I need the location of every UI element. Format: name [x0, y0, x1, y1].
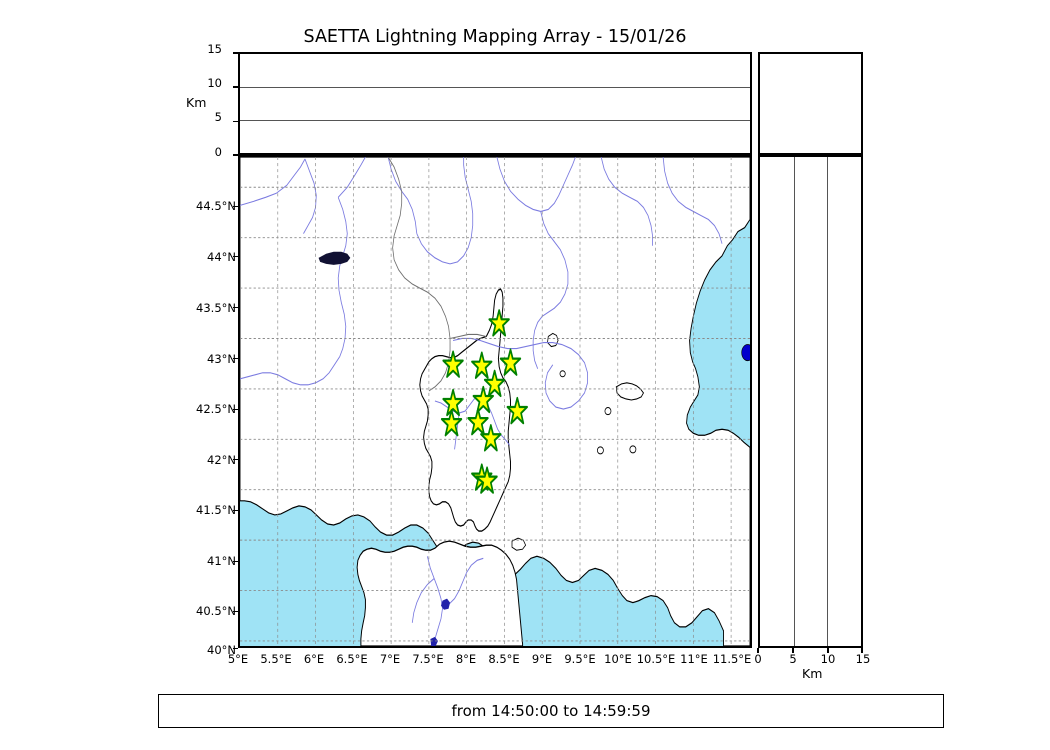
- lat-tickmark-40.5: [233, 611, 238, 613]
- station-marker: [499, 348, 522, 376]
- lat-tickmark-41: [233, 560, 238, 562]
- lat-tick-42.5: 42.5°N: [196, 402, 236, 416]
- station-marker: [471, 351, 493, 379]
- lat-tickmark-44: [233, 256, 238, 258]
- lon-tick-11: 11°E: [680, 652, 708, 666]
- lon-tick-7.5: 7.5°E: [412, 652, 444, 666]
- lon-tick-9.5: 9.5°E: [564, 652, 596, 666]
- station-marker: [442, 350, 464, 378]
- time-range-caption: from 14:50:00 to 14:59:59: [451, 702, 651, 720]
- station-marker: [440, 408, 463, 437]
- lat-tickmark-43: [233, 358, 238, 360]
- station-marker: [480, 424, 502, 452]
- right-tickmark-5: [792, 648, 794, 653]
- lat-tick-40: 40°N: [207, 643, 236, 657]
- station-marker: [474, 466, 498, 494]
- lat-tickmark-41.5: [233, 510, 238, 512]
- corner-panel: [758, 52, 863, 155]
- lat-tick-42: 42°N: [207, 453, 236, 467]
- lma-station-markers: [440, 309, 528, 494]
- page-title: SAETTA Lightning Mapping Array - 15/01/2…: [303, 27, 687, 47]
- right-panel-gridline-10km: [827, 157, 829, 646]
- top-panel-tick-15: 15: [207, 42, 222, 56]
- map-graphics: [240, 157, 750, 646]
- lake-2: [430, 636, 438, 646]
- time-range-caption-box: from 14:50:00 to 14:59:59: [158, 694, 944, 728]
- station-marker: [442, 388, 464, 417]
- lat-tick-43: 43°N: [207, 352, 236, 366]
- lat-tickmark-42.5: [233, 408, 238, 410]
- main-map-panel[interactable]: [238, 155, 752, 648]
- lat-tick-43.5: 43.5°N: [196, 301, 236, 315]
- small-island-2: [597, 446, 604, 455]
- lon-tick-9: 9°E: [531, 652, 553, 666]
- right-panel-axis-label: Km: [802, 666, 823, 681]
- lat-tickmark-40: [233, 648, 238, 650]
- right-panel-tick-0: 0: [754, 652, 762, 666]
- lon-tick-10: 10°E: [604, 652, 632, 666]
- lon-tick-7: 7°E: [379, 652, 401, 666]
- vhf-source-dot: [741, 344, 750, 362]
- coast-accent: [318, 251, 351, 265]
- lat-tick-41.5: 41.5°N: [196, 503, 236, 517]
- lon-tick-5.5: 5.5°E: [260, 652, 292, 666]
- small-island-4: [559, 370, 566, 378]
- small-island-1: [604, 407, 612, 416]
- lon-tick-11.5: 11.5°E: [712, 652, 752, 666]
- station-marker: [467, 407, 489, 436]
- lat-tick-40.5: 40.5°N: [196, 604, 236, 618]
- lon-tick-10.5: 10.5°E: [636, 652, 676, 666]
- top-panel-tick-10: 10: [207, 76, 222, 90]
- lat-tick-44: 44°N: [207, 250, 236, 264]
- right-panel-tick-10: 10: [820, 652, 836, 666]
- station-marker: [472, 385, 494, 414]
- top-panel-axis-label: Km: [186, 95, 207, 110]
- lon-tick-5: 5°E: [227, 652, 249, 666]
- lat-tick-41: 41°N: [207, 554, 236, 568]
- lat-tickmark-42: [233, 459, 238, 461]
- right-tickmark-0: [757, 648, 759, 653]
- top-tickmark-5: [233, 120, 238, 123]
- top-panel-gridline-5km: [240, 119, 750, 121]
- top-panel-tick-0: 0: [214, 145, 222, 159]
- top-panel-gridline-10km: [240, 86, 750, 88]
- right-panel-tick-15: 15: [855, 652, 871, 666]
- lon-tick-6.5: 6.5°E: [336, 652, 368, 666]
- lon-tick-8.5: 8.5°E: [488, 652, 520, 666]
- lat-tickmark-44.5: [233, 205, 238, 207]
- station-marker: [488, 309, 510, 337]
- altitude-longitude-panel: [238, 52, 752, 155]
- right-tickmark-15: [861, 648, 863, 653]
- small-island-3: [629, 445, 637, 454]
- right-tickmark-10: [827, 648, 829, 653]
- lon-tick-6: 6°E: [303, 652, 325, 666]
- lon-tick-8: 8°E: [455, 652, 477, 666]
- right-panel-tick-5: 5: [789, 652, 797, 666]
- altitude-latitude-panel: [758, 155, 863, 648]
- station-marker: [506, 396, 528, 425]
- top-tickmark-15: [233, 52, 238, 54]
- station-marker: [483, 369, 506, 398]
- lake-1: [440, 598, 451, 610]
- top-tickmark-0: [233, 154, 238, 156]
- right-panel-gridline-5km: [793, 157, 795, 646]
- maddalena-islands: [511, 537, 527, 551]
- top-panel-tick-5: 5: [214, 110, 222, 124]
- top-tickmark-10: [233, 86, 238, 88]
- lat-tick-44.5: 44.5°N: [196, 199, 236, 213]
- capraia-island: [547, 332, 559, 348]
- lat-tickmark-43.5: [233, 307, 238, 309]
- elba-island: [615, 382, 645, 401]
